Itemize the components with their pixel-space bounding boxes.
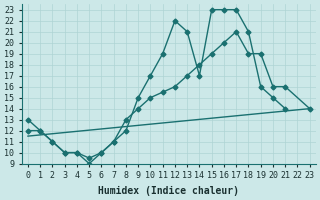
X-axis label: Humidex (Indice chaleur): Humidex (Indice chaleur) (98, 186, 239, 196)
